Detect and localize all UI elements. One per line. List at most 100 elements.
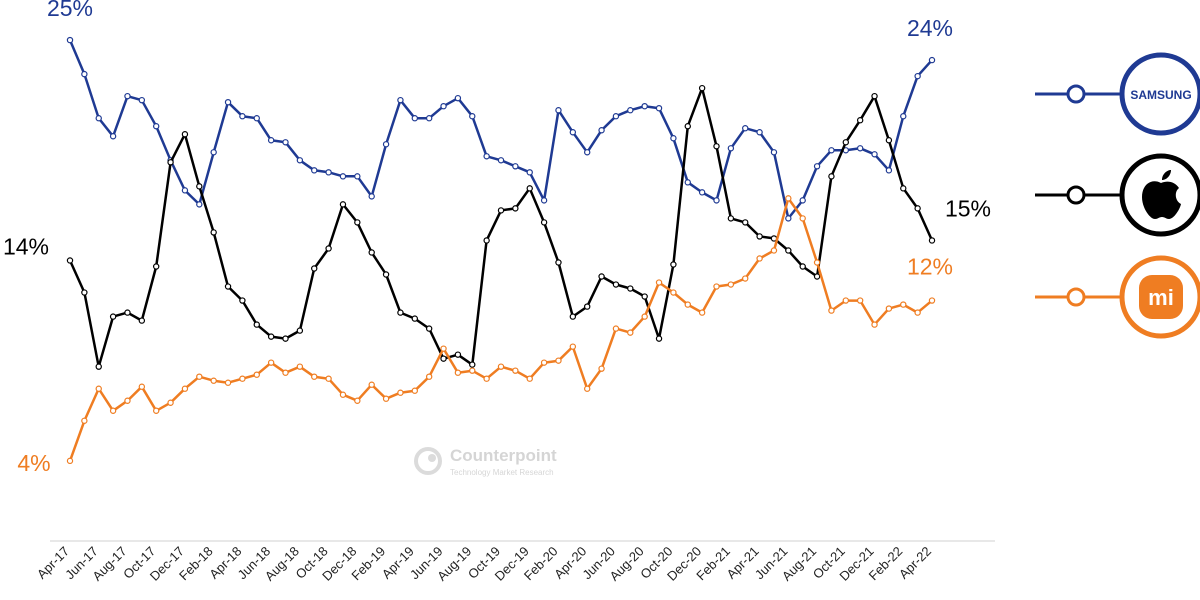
point (742, 125, 749, 132)
point (655, 335, 663, 342)
point (856, 117, 864, 124)
point (526, 375, 533, 382)
point (871, 151, 878, 158)
value-label: 12% (907, 254, 953, 280)
point (828, 173, 835, 180)
point (856, 297, 864, 304)
point (440, 355, 447, 362)
point (81, 70, 88, 78)
point (785, 247, 792, 254)
point (742, 275, 749, 282)
point (440, 345, 447, 352)
point (512, 163, 519, 170)
point (813, 259, 821, 266)
point (469, 113, 476, 120)
point (425, 115, 433, 122)
point (397, 309, 404, 316)
point (813, 163, 821, 170)
point (885, 305, 893, 312)
point (224, 283, 232, 290)
point (627, 329, 634, 336)
point (555, 259, 562, 266)
point (598, 273, 605, 280)
series-line (68, 86, 934, 368)
point (95, 385, 102, 392)
point (914, 309, 921, 316)
point (828, 307, 835, 314)
legend-xiaomi: mi (1035, 255, 1200, 339)
point (152, 263, 160, 270)
point (655, 104, 663, 112)
point (282, 335, 289, 342)
point (713, 143, 720, 150)
point (526, 185, 533, 192)
point (138, 96, 146, 104)
point (224, 98, 232, 106)
point (81, 289, 88, 296)
point (569, 313, 577, 320)
point (584, 149, 591, 156)
legend: SAMSUNG mi (1035, 52, 1200, 339)
point (612, 325, 620, 332)
point (267, 137, 275, 144)
point (799, 197, 806, 204)
point (66, 36, 74, 44)
point (670, 289, 677, 296)
point (109, 407, 117, 414)
point (167, 399, 174, 406)
watermark-subtitle: Technology Market Research (450, 468, 554, 477)
point (785, 195, 792, 202)
point (196, 201, 203, 208)
point (928, 237, 936, 244)
point (124, 309, 131, 316)
point (267, 333, 275, 340)
point (382, 271, 390, 278)
point (684, 301, 691, 308)
point (368, 193, 375, 200)
point (483, 153, 490, 160)
point (684, 179, 691, 186)
point (900, 113, 907, 120)
point (742, 219, 749, 226)
point (555, 107, 562, 114)
point (296, 157, 304, 164)
point (210, 377, 217, 384)
point (267, 359, 275, 366)
point (540, 359, 548, 366)
point (483, 237, 490, 244)
point (325, 169, 332, 176)
point (282, 369, 289, 376)
point (124, 92, 131, 100)
point (928, 56, 936, 64)
series: 14% 15% (3, 84, 991, 370)
point (66, 457, 74, 465)
point (641, 293, 648, 300)
point (584, 385, 591, 392)
point (569, 129, 577, 136)
legend-logo (1119, 52, 1200, 136)
point (239, 375, 246, 382)
point (196, 373, 203, 380)
point (727, 145, 735, 152)
watermark-title: Counterpoint (450, 446, 557, 465)
x-tick-label: Apr-22 (896, 544, 934, 582)
point (598, 127, 605, 134)
point (698, 189, 706, 196)
point (181, 187, 189, 194)
point (900, 185, 907, 192)
point (109, 313, 117, 320)
point (368, 249, 375, 256)
point (339, 391, 347, 398)
legend-marker (1066, 84, 1086, 104)
point (698, 84, 706, 92)
value-label: 4% (17, 450, 50, 476)
point (325, 245, 332, 252)
point (727, 215, 735, 222)
point (454, 369, 462, 376)
point (311, 167, 318, 174)
point (828, 147, 835, 154)
point (411, 387, 418, 394)
point (253, 371, 260, 378)
point (425, 373, 433, 380)
